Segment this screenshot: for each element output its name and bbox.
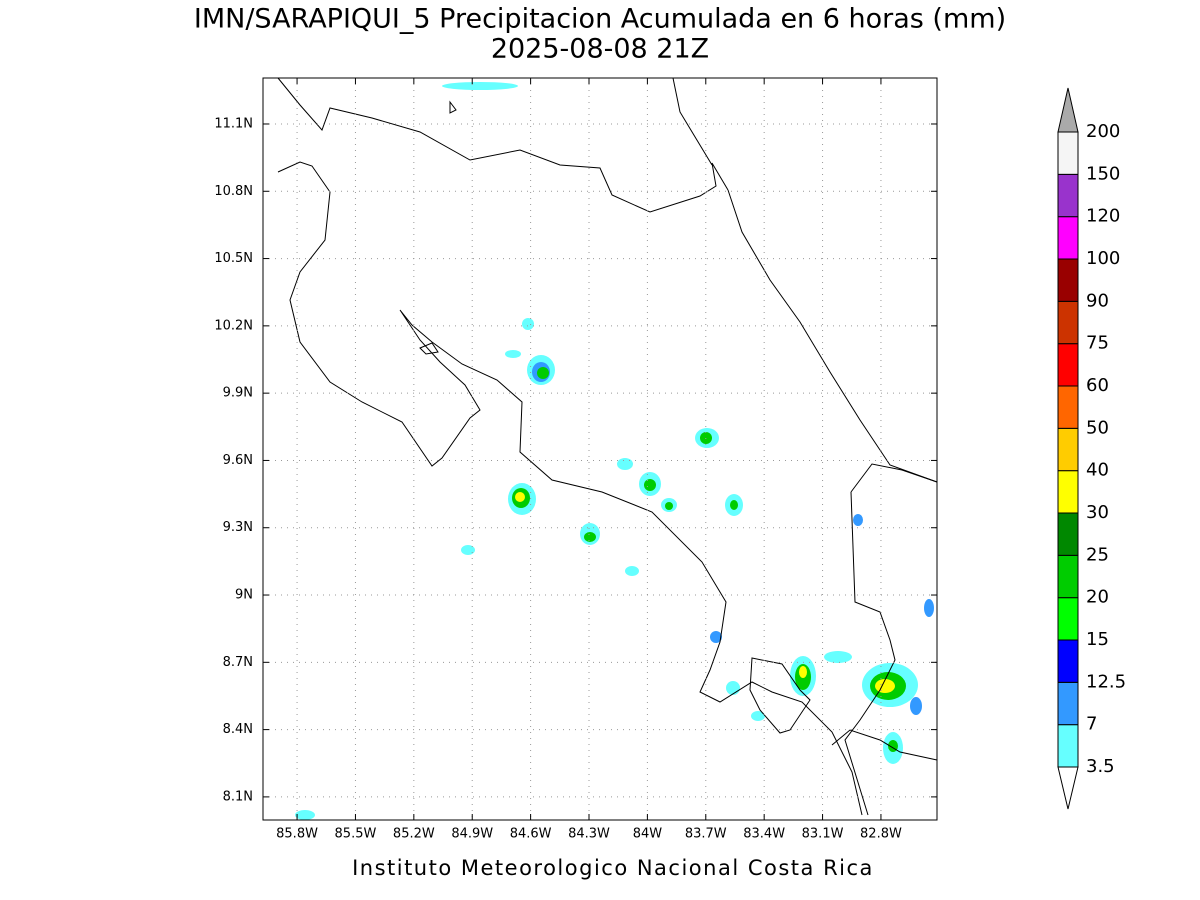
y-tick-label: 10.5N	[214, 251, 253, 266]
map-frame	[262, 77, 938, 821]
colorbar-label: 120	[1086, 206, 1120, 227]
colorbar-label: 12.5	[1086, 671, 1126, 692]
x-tick-label: 84.3W	[568, 827, 610, 842]
y-tick-label: 9N	[235, 588, 253, 603]
x-tick-label: 82.8W	[860, 827, 902, 842]
x-tick-label: 85.2W	[393, 827, 435, 842]
y-tick-label: 9.6N	[223, 453, 253, 468]
colorbar-box	[1057, 470, 1079, 514]
x-tick-label: 84W	[633, 827, 663, 842]
x-tick-label: 84.6W	[510, 827, 552, 842]
x-tick-label: 85.5W	[335, 827, 377, 842]
colorbar-label: 25	[1086, 544, 1109, 565]
title: IMN/SARAPIQUI_5 Precipitacion Acumulada …	[194, 4, 1006, 35]
y-tick-label: 8.1N	[223, 789, 253, 804]
colorbar-box	[1057, 216, 1079, 260]
colorbar-over	[1057, 87, 1079, 133]
precip-areas	[295, 82, 934, 820]
y-tick-label: 8.7N	[223, 655, 253, 670]
colorbar-label: 150	[1086, 163, 1120, 184]
colorbar-label: 20	[1086, 587, 1109, 608]
colorbar-label: 90	[1086, 290, 1109, 311]
colorbar-under	[1057, 766, 1079, 810]
colorbar-box	[1057, 173, 1079, 218]
subtitle: 2025-08-08 21Z	[491, 34, 709, 65]
colorbar-box	[1057, 427, 1079, 472]
map-area	[277, 77, 938, 820]
colorbar-label: 60	[1086, 375, 1109, 396]
colorbar-label: 30	[1086, 502, 1109, 523]
x-tick-label: 83.7W	[685, 827, 727, 842]
y-tick-label: 10.8N	[214, 184, 253, 199]
colorbar-label: 50	[1086, 417, 1109, 438]
colorbar-box	[1057, 597, 1079, 641]
colorbar-box	[1057, 554, 1079, 599]
colorbar-box	[1057, 724, 1079, 768]
x-tick-label: 84.9W	[451, 827, 493, 842]
colorbar-box	[1057, 131, 1079, 175]
colorbar-box	[1057, 300, 1079, 345]
colorbar-label: 15	[1086, 629, 1109, 650]
colorbar-label: 75	[1086, 333, 1109, 354]
x-tick-label: 83.4W	[743, 827, 785, 842]
colorbar-box	[1057, 512, 1079, 556]
footer: Instituto Meteorologico Nacional Costa R…	[352, 856, 874, 880]
y-tick-label: 11.1N	[214, 116, 253, 131]
colorbar-box	[1057, 681, 1079, 726]
y-tick-label: 10.2N	[214, 318, 253, 333]
colorbar-label: 100	[1086, 248, 1120, 269]
colorbar-label: 40	[1086, 460, 1109, 481]
colorbar-box	[1057, 258, 1079, 302]
y-tick-label: 9.9N	[223, 386, 253, 401]
x-tick-label: 83.1W	[802, 827, 844, 842]
coastlines	[277, 77, 938, 816]
colorbar-label: 7	[1086, 714, 1097, 735]
colorbar-box	[1057, 639, 1079, 683]
colorbar-label: 3.5	[1086, 756, 1115, 777]
colorbar-label: 200	[1086, 121, 1120, 142]
y-tick-label: 9.3N	[223, 520, 253, 535]
colorbar-box	[1057, 343, 1079, 387]
colorbar-box	[1057, 385, 1079, 429]
x-tick-label: 85.8W	[276, 827, 318, 842]
y-tick-label: 8.4N	[223, 722, 253, 737]
